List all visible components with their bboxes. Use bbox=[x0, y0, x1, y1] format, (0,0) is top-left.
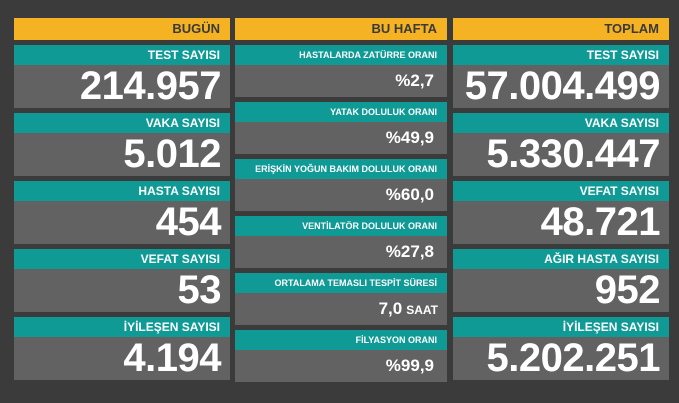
stat-value: 57.004.499 bbox=[464, 64, 661, 108]
stat-card-total-deaths: VEFAT SAYISI 48.721 bbox=[453, 181, 669, 244]
rate-card-contact-detection-time: ORTALAMA TEMASLI TESPİT SÜRESİ 7,0 SAAT bbox=[235, 273, 447, 325]
stat-card-critical-patients: AĞIR HASTA SAYISI 952 bbox=[453, 249, 669, 312]
this-week-column: BU HAFTA HASTALARDA ZATÜRRE ORANI %2,7 Y… bbox=[235, 18, 447, 387]
rate-value: %27,8 bbox=[235, 236, 447, 268]
stat-label: HASTA SAYISI bbox=[14, 181, 230, 201]
stat-card-recovered: İYİLEŞEN SAYISI 4.194 bbox=[14, 317, 230, 380]
stat-card-total-recovered: İYİLEŞEN SAYISI 5.202.251 bbox=[453, 317, 669, 380]
rate-label: HASTALARDA ZATÜRRE ORANI bbox=[235, 45, 447, 65]
stat-value: 5.202.251 bbox=[486, 336, 661, 380]
rate-card-icu-occupancy: ERİŞKİN YOĞUN BAKIM DOLULUK ORANI %60,0 bbox=[235, 159, 447, 211]
rate-number: 7,0 bbox=[378, 299, 403, 318]
rate-label: YATAK DOLULUK ORANI bbox=[235, 102, 447, 122]
rate-value: %99,9 bbox=[235, 350, 447, 382]
rate-value: %49,9 bbox=[235, 122, 447, 154]
rate-card-ventilator-occupancy: VENTİLATÖR DOLULUK ORANI %27,8 bbox=[235, 216, 447, 268]
stat-card-deaths: VEFAT SAYISI 53 bbox=[14, 249, 230, 312]
stat-label: İYİLEŞEN SAYISI bbox=[453, 317, 669, 337]
stat-value: 952 bbox=[594, 268, 661, 312]
rate-card-pneumonia: HASTALARDA ZATÜRRE ORANI %2,7 bbox=[235, 45, 447, 97]
rate-number: %27,8 bbox=[385, 242, 434, 261]
rate-number: %49,9 bbox=[385, 128, 434, 147]
stat-card-total-cases: VAKA SAYISI 5.330.447 bbox=[453, 113, 669, 176]
total-column: TOPLAM TEST SAYISI 57.004.499 VAKA SAYIS… bbox=[453, 18, 669, 385]
rate-unit: SAAT bbox=[406, 303, 438, 317]
today-column: BUGÜN TEST SAYISI 214.957 VAKA SAYISI 5.… bbox=[14, 18, 230, 385]
rate-label: ERİŞKİN YOĞUN BAKIM DOLULUK ORANI bbox=[235, 159, 447, 179]
stat-value: 53 bbox=[177, 268, 222, 312]
rate-value: %60,0 bbox=[235, 179, 447, 211]
rate-label: FİLYASYON ORANI bbox=[235, 330, 447, 350]
stat-value: 454 bbox=[155, 200, 222, 244]
stat-value: 5.330.447 bbox=[486, 132, 661, 176]
stat-value: 214.957 bbox=[79, 64, 222, 108]
rate-label: ORTALAMA TEMASLI TESPİT SÜRESİ bbox=[235, 273, 447, 293]
stat-card-total-tests: TEST SAYISI 57.004.499 bbox=[453, 45, 669, 108]
stat-value: 5.012 bbox=[123, 132, 221, 176]
stat-label: VEFAT SAYISI bbox=[14, 249, 230, 269]
stat-label: İYİLEŞEN SAYISI bbox=[14, 317, 230, 337]
column-header-total: TOPLAM bbox=[453, 18, 669, 40]
stat-value: 4.194 bbox=[123, 336, 221, 380]
stat-card-test: TEST SAYISI 214.957 bbox=[14, 45, 230, 108]
stat-label: VAKA SAYISI bbox=[14, 113, 230, 133]
stat-label: TEST SAYISI bbox=[453, 45, 669, 65]
stat-label: AĞIR HASTA SAYISI bbox=[453, 249, 669, 269]
rate-card-filiation: FİLYASYON ORANI %99,9 bbox=[235, 330, 447, 382]
rate-value: 7,0 SAAT bbox=[235, 293, 447, 325]
stat-label: TEST SAYISI bbox=[14, 45, 230, 65]
rate-number: %2,7 bbox=[395, 71, 434, 90]
rate-card-bed-occupancy: YATAK DOLULUK ORANI %49,9 bbox=[235, 102, 447, 154]
stat-label: VEFAT SAYISI bbox=[453, 181, 669, 201]
stat-card-patients: HASTA SAYISI 454 bbox=[14, 181, 230, 244]
stat-label: VAKA SAYISI bbox=[453, 113, 669, 133]
column-header-today: BUGÜN bbox=[14, 18, 230, 40]
stat-card-cases: VAKA SAYISI 5.012 bbox=[14, 113, 230, 176]
column-header-this-week: BU HAFTA bbox=[235, 18, 447, 40]
rate-number: %60,0 bbox=[385, 185, 434, 204]
rate-number: %99,9 bbox=[385, 356, 434, 375]
stat-value: 48.721 bbox=[540, 200, 661, 244]
rate-value: %2,7 bbox=[235, 65, 447, 97]
rate-label: VENTİLATÖR DOLULUK ORANI bbox=[235, 216, 447, 236]
